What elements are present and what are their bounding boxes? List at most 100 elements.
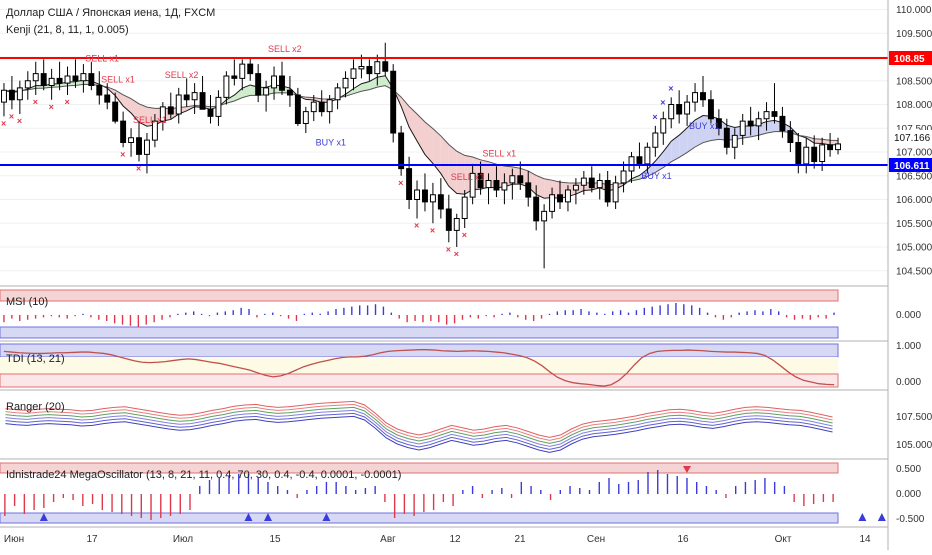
trail-band-segment bbox=[814, 138, 823, 144]
candle-body bbox=[747, 120, 754, 127]
candle-body bbox=[525, 182, 532, 198]
sub-axis-tick-label: 105.000 bbox=[896, 440, 932, 451]
sell-cross-marker: × bbox=[9, 111, 14, 121]
candle-body bbox=[382, 61, 389, 72]
price-tick-label: 105.500 bbox=[896, 219, 932, 230]
candle-body bbox=[755, 118, 762, 127]
candle-body bbox=[143, 139, 150, 155]
trail-band-segment bbox=[242, 84, 251, 98]
mega-buy-triangle bbox=[877, 513, 886, 521]
candle-body bbox=[429, 194, 436, 203]
candle-body bbox=[120, 120, 127, 143]
ranger-band-line bbox=[5, 406, 833, 444]
trail-band-segment bbox=[552, 180, 561, 199]
time-axis[interactable]: Июн 17 Июл 15 Авг 12 21 Сен 16 Окт 14 bbox=[4, 534, 871, 545]
candle-body bbox=[827, 144, 834, 151]
tdi-pane[interactable] bbox=[0, 343, 839, 388]
megaoscillator-pane[interactable] bbox=[0, 462, 886, 524]
candle-body bbox=[255, 73, 262, 96]
indicator-title: Kenji (21, 8, 11, 1, 0.005) bbox=[6, 24, 129, 36]
tdi-mid-zone bbox=[0, 357, 838, 374]
trail-band-segment bbox=[679, 127, 688, 158]
candle-body bbox=[636, 156, 643, 165]
candle-body bbox=[422, 189, 428, 203]
candle-body bbox=[374, 61, 381, 75]
candle-body bbox=[310, 101, 317, 113]
candle-body bbox=[628, 156, 635, 172]
buy-cross-marker: × bbox=[652, 112, 657, 122]
price-tick-label: 108.500 bbox=[896, 76, 932, 87]
candle-body bbox=[358, 66, 365, 70]
signal-label: SELL x2 bbox=[268, 44, 302, 54]
level-band bbox=[0, 462, 839, 474]
ranger-band-line bbox=[5, 409, 833, 447]
sell-cross-marker: × bbox=[1, 118, 6, 128]
trail-band-segment bbox=[750, 124, 759, 137]
trail-band-segment bbox=[234, 88, 243, 101]
candle-body bbox=[588, 177, 595, 189]
trail-band-segment bbox=[424, 122, 433, 164]
candle-body bbox=[509, 175, 516, 184]
candle-body bbox=[612, 182, 619, 203]
resistance-price-tag: 108.85 bbox=[894, 54, 925, 65]
sub-axis-tick-label: -0.500 bbox=[896, 514, 925, 525]
level-band bbox=[0, 289, 839, 302]
mega-buy-triangle bbox=[263, 513, 272, 521]
ranger-pane[interactable] bbox=[5, 400, 833, 453]
time-tick-label: Июл bbox=[173, 534, 193, 545]
time-tick-label: Сен bbox=[587, 534, 605, 545]
candle-body bbox=[56, 77, 63, 84]
signal-labels: SELL x1 SELL x1 SELL x1 SELL x2 SELL x2 BUY x… bbox=[85, 44, 719, 182]
level-band bbox=[0, 343, 839, 358]
trail-band-segment bbox=[131, 98, 140, 123]
ranger-band-line bbox=[5, 400, 833, 438]
candle-body bbox=[128, 137, 135, 143]
msi-pane[interactable] bbox=[0, 289, 839, 339]
price-tick-label: 107.500 bbox=[896, 124, 932, 135]
candle-body bbox=[247, 63, 254, 75]
candle-body bbox=[16, 87, 23, 101]
price-tick-label: 104.500 bbox=[896, 266, 932, 277]
candle-body bbox=[32, 73, 39, 82]
sell-cross-marker: × bbox=[462, 230, 467, 240]
signal-label: SELL x1 bbox=[133, 115, 167, 125]
trail-band-segment bbox=[35, 85, 44, 89]
level-band bbox=[0, 512, 839, 524]
trail-band-segment bbox=[687, 120, 696, 153]
mega-buy-triangle bbox=[244, 513, 253, 521]
sub-axis-tick-label: 0.000 bbox=[896, 489, 921, 500]
mega-buy-triangle bbox=[858, 513, 867, 521]
candle-body bbox=[684, 101, 691, 115]
mega-buy-triangle bbox=[322, 513, 331, 521]
candle-body bbox=[406, 168, 413, 200]
symbol-title: Доллар США / Японская иена, 1Д, FXCM bbox=[6, 7, 215, 19]
candle-body bbox=[294, 94, 301, 124]
signal-markers: ×× ×× × ××××× ×× ××××× bbox=[1, 83, 674, 259]
candle-body bbox=[199, 92, 206, 110]
candle-body bbox=[549, 194, 556, 212]
trail-band-segment bbox=[432, 128, 441, 174]
candle-body bbox=[112, 101, 119, 122]
signal-label: SELL x1 bbox=[482, 148, 516, 158]
candle-body bbox=[668, 104, 675, 120]
time-tick-label: 15 bbox=[269, 534, 281, 545]
candle-body bbox=[517, 175, 524, 184]
level-band bbox=[0, 326, 839, 339]
price-axis[interactable]: 110.000109.500109.000108.500108.000107.5… bbox=[896, 5, 932, 277]
candlestick-series bbox=[1, 42, 841, 269]
candle-body bbox=[731, 134, 738, 148]
candle-body bbox=[533, 196, 540, 222]
level-band bbox=[0, 373, 839, 388]
candle-body bbox=[803, 146, 810, 165]
sub-axis-tick-label: 0.000 bbox=[896, 310, 921, 321]
candle-body bbox=[501, 182, 508, 191]
candle-body bbox=[700, 92, 706, 101]
signal-label: BUY x1 bbox=[316, 138, 346, 148]
candle-body bbox=[763, 111, 770, 120]
trail-band-segment bbox=[409, 106, 418, 142]
sub-axis-tick-label: 1.000 bbox=[896, 341, 921, 352]
trail-band-segment bbox=[702, 115, 711, 143]
trail-band-segment bbox=[123, 94, 132, 114]
candle-body bbox=[207, 108, 214, 117]
